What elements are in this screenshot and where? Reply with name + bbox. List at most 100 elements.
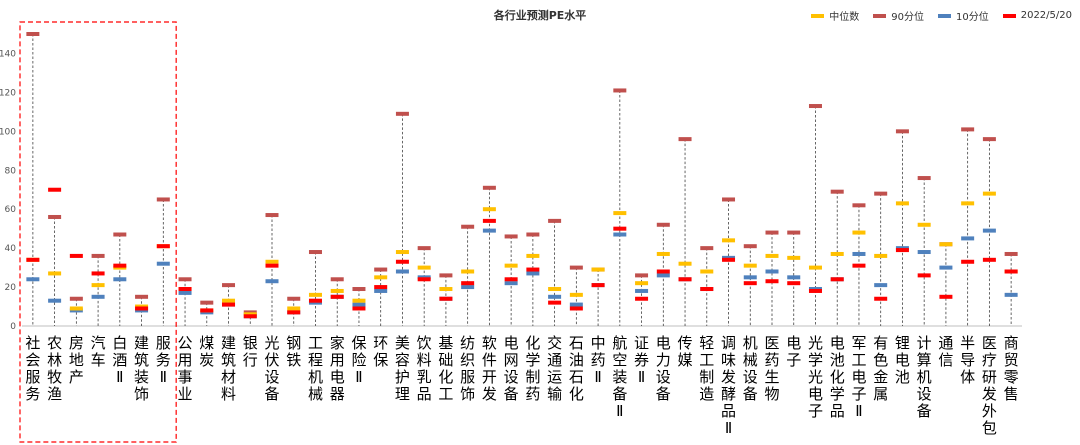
marker-90分位	[635, 273, 649, 278]
category-label: 美容护理	[395, 334, 410, 403]
marker-中位数	[635, 281, 649, 286]
marker-90分位	[982, 137, 996, 142]
marker-中位数	[308, 292, 322, 297]
legend-label: 中位数	[829, 12, 860, 23]
category-label: 中药 Ⅱ	[591, 334, 606, 386]
marker-2022/5/20	[722, 257, 736, 262]
marker-中位数	[330, 288, 344, 293]
category-label: 商贸零售	[1004, 334, 1019, 403]
y-tick-label: 60	[5, 205, 17, 215]
marker-中位数	[678, 261, 692, 266]
marker-90分位	[395, 111, 409, 116]
category-label: 航空装备 Ⅱ	[612, 334, 627, 420]
marker-中位数	[439, 287, 453, 292]
marker-10分位	[526, 271, 540, 276]
legend-swatch	[811, 13, 825, 18]
marker-10分位	[743, 275, 757, 280]
y-tick-label: 140	[0, 49, 16, 59]
category-label: 农林牧渔	[47, 334, 62, 403]
marker-90分位	[722, 197, 736, 202]
marker-90分位	[482, 185, 496, 190]
marker-2022/5/20	[874, 296, 888, 301]
marker-2022/5/20	[417, 277, 431, 282]
marker-10分位	[91, 294, 105, 299]
category-label: 保险 Ⅱ	[351, 334, 366, 386]
marker-2022/5/20	[548, 300, 562, 305]
marker-中位数	[526, 253, 540, 258]
marker-中位数	[374, 275, 388, 280]
marker-10分位	[26, 277, 40, 282]
marker-2022/5/20	[895, 248, 909, 253]
marker-2022/5/20	[700, 287, 714, 292]
y-tick-label: 40	[5, 244, 17, 254]
marker-中位数	[395, 250, 409, 255]
marker-10分位	[787, 275, 801, 280]
marker-2022/5/20	[330, 294, 344, 299]
marker-2022/5/20	[482, 218, 496, 223]
marker-2022/5/20	[1004, 269, 1018, 274]
marker-中位数	[461, 269, 475, 274]
y-tick-label: 100	[0, 127, 16, 137]
category-label: 软件开发	[482, 334, 497, 403]
marker-2022/5/20	[656, 269, 670, 274]
marker-2022/5/20	[395, 259, 409, 264]
marker-中位数	[830, 251, 844, 256]
marker-90分位	[69, 296, 83, 301]
marker-中位数	[48, 271, 62, 276]
marker-中位数	[482, 207, 496, 212]
marker-2022/5/20	[765, 279, 779, 284]
marker-10分位	[178, 290, 192, 295]
marker-10分位	[569, 302, 583, 307]
category-label: 建筑装饰	[134, 334, 149, 403]
marker-2022/5/20	[743, 281, 757, 286]
category-label: 轻工制造	[699, 334, 714, 403]
marker-中位数	[417, 265, 431, 270]
marker-90分位	[743, 244, 757, 249]
marker-2022/5/20	[613, 226, 627, 231]
y-tick-label: 80	[5, 166, 17, 176]
marker-10分位	[48, 298, 62, 303]
marker-中位数	[613, 211, 627, 216]
marker-2022/5/20	[113, 263, 127, 268]
marker-2022/5/20	[939, 294, 953, 299]
marker-2022/5/20	[569, 306, 583, 311]
marker-90分位	[787, 230, 801, 235]
category-label: 电池化学品	[830, 334, 845, 420]
category-label: 建筑材料	[221, 334, 236, 403]
marker-中位数	[352, 298, 366, 303]
category-label: 煤炭	[199, 334, 214, 369]
marker-90分位	[374, 267, 388, 272]
marker-90分位	[287, 296, 301, 301]
marker-中位数	[700, 269, 714, 274]
legend-swatch	[873, 13, 887, 18]
marker-90分位	[439, 273, 453, 278]
marker-90分位	[48, 214, 62, 219]
category-label: 环保	[373, 334, 388, 369]
marker-2022/5/20	[374, 285, 388, 290]
marker-10分位	[939, 265, 953, 270]
marker-中位数	[265, 259, 279, 264]
marker-2022/5/20	[808, 288, 822, 293]
marker-中位数	[222, 298, 236, 303]
marker-90分位	[852, 203, 866, 208]
legend-item: 10分位	[937, 8, 989, 23]
marker-90分位	[200, 300, 214, 305]
marker-90分位	[961, 127, 975, 132]
marker-中位数	[765, 253, 779, 258]
legend-swatch	[937, 13, 951, 18]
category-label: 计算机设备	[917, 334, 932, 420]
marker-中位数	[69, 306, 83, 311]
marker-90分位	[874, 191, 888, 196]
marker-90分位	[656, 222, 670, 227]
marker-90分位	[808, 104, 822, 109]
category-label: 白酒 Ⅱ	[112, 334, 127, 386]
marker-10分位	[613, 232, 627, 237]
marker-90分位	[113, 232, 127, 237]
marker-2022/5/20	[243, 314, 257, 319]
marker-10分位	[548, 294, 562, 299]
marker-90分位	[526, 232, 540, 237]
legend-label: 2022/5/20	[1020, 10, 1072, 21]
marker-中位数	[961, 201, 975, 206]
legend-label: 90分位	[891, 12, 924, 23]
